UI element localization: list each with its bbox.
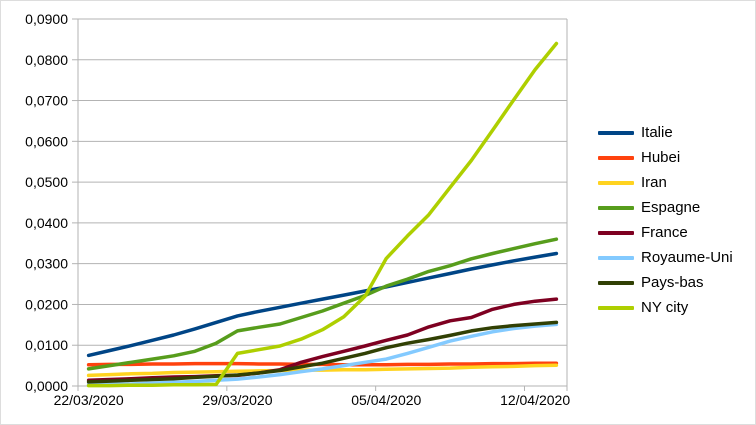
legend-label: France (641, 224, 688, 241)
legend-swatch-italie (598, 130, 634, 135)
legend-swatch-france (598, 230, 634, 235)
legend-label: NY city (641, 299, 689, 316)
legend-swatch-ny-city (598, 305, 634, 310)
series-line-pays-bas (86, 320, 559, 384)
legend-label: Iran (641, 174, 667, 191)
x-axis-label: 12/04/2020 (500, 392, 570, 408)
legend-item-iran: Iran (598, 170, 733, 195)
series-line-ny-city (86, 41, 559, 388)
x-axis-label: 22/03/2020 (54, 392, 124, 408)
y-axis-label: 0,0500 (25, 174, 68, 190)
legend-swatch-iran (598, 180, 634, 185)
legend-item-pays-bas: Pays-bas (598, 270, 733, 295)
legend-label: Pays-bas (641, 274, 704, 291)
legend-item-france: France (598, 220, 733, 245)
y-axis-label: 0,0700 (25, 93, 68, 109)
y-axis-label: 0,0800 (25, 52, 68, 68)
y-axis-label: 0,0900 (25, 11, 68, 27)
x-axis-label: 29/03/2020 (202, 392, 272, 408)
legend-item-espagne: Espagne (598, 195, 733, 220)
legend-label: Italie (641, 124, 673, 141)
series-line-italie (86, 251, 559, 358)
legend-label: Espagne (641, 199, 701, 216)
chart-legend: Italie Hubei Iran Espagne France Royaume-Uni P… (598, 120, 733, 320)
y-axis-label: 0,0600 (25, 133, 68, 149)
y-axis-label: 0,0200 (25, 296, 68, 312)
y-axis-label: 0,0400 (25, 215, 68, 231)
series-line-royaume-uni (86, 322, 559, 387)
legend-item-hubei: Hubei (598, 145, 733, 170)
x-axis-label: 05/04/2020 (351, 392, 421, 408)
legend-item-italie: Italie (598, 120, 733, 145)
legend-item-royaume-uni: Royaume-Uni (598, 245, 733, 270)
y-axis-label: 0,0100 (25, 337, 68, 353)
legend-swatch-royaume-uni (598, 255, 634, 260)
legend-swatch-pays-bas (598, 280, 634, 285)
legend-label: Hubei (641, 149, 681, 166)
legend-item-ny-city: NY city (598, 295, 733, 320)
legend-swatch-espagne (598, 205, 634, 210)
series-line-espagne (86, 237, 559, 371)
y-axis-label: 0,0000 (25, 378, 68, 394)
legend-swatch-hubei (598, 155, 634, 160)
y-axis-label: 0,0300 (25, 256, 68, 272)
legend-label: Royaume-Uni (641, 249, 733, 266)
